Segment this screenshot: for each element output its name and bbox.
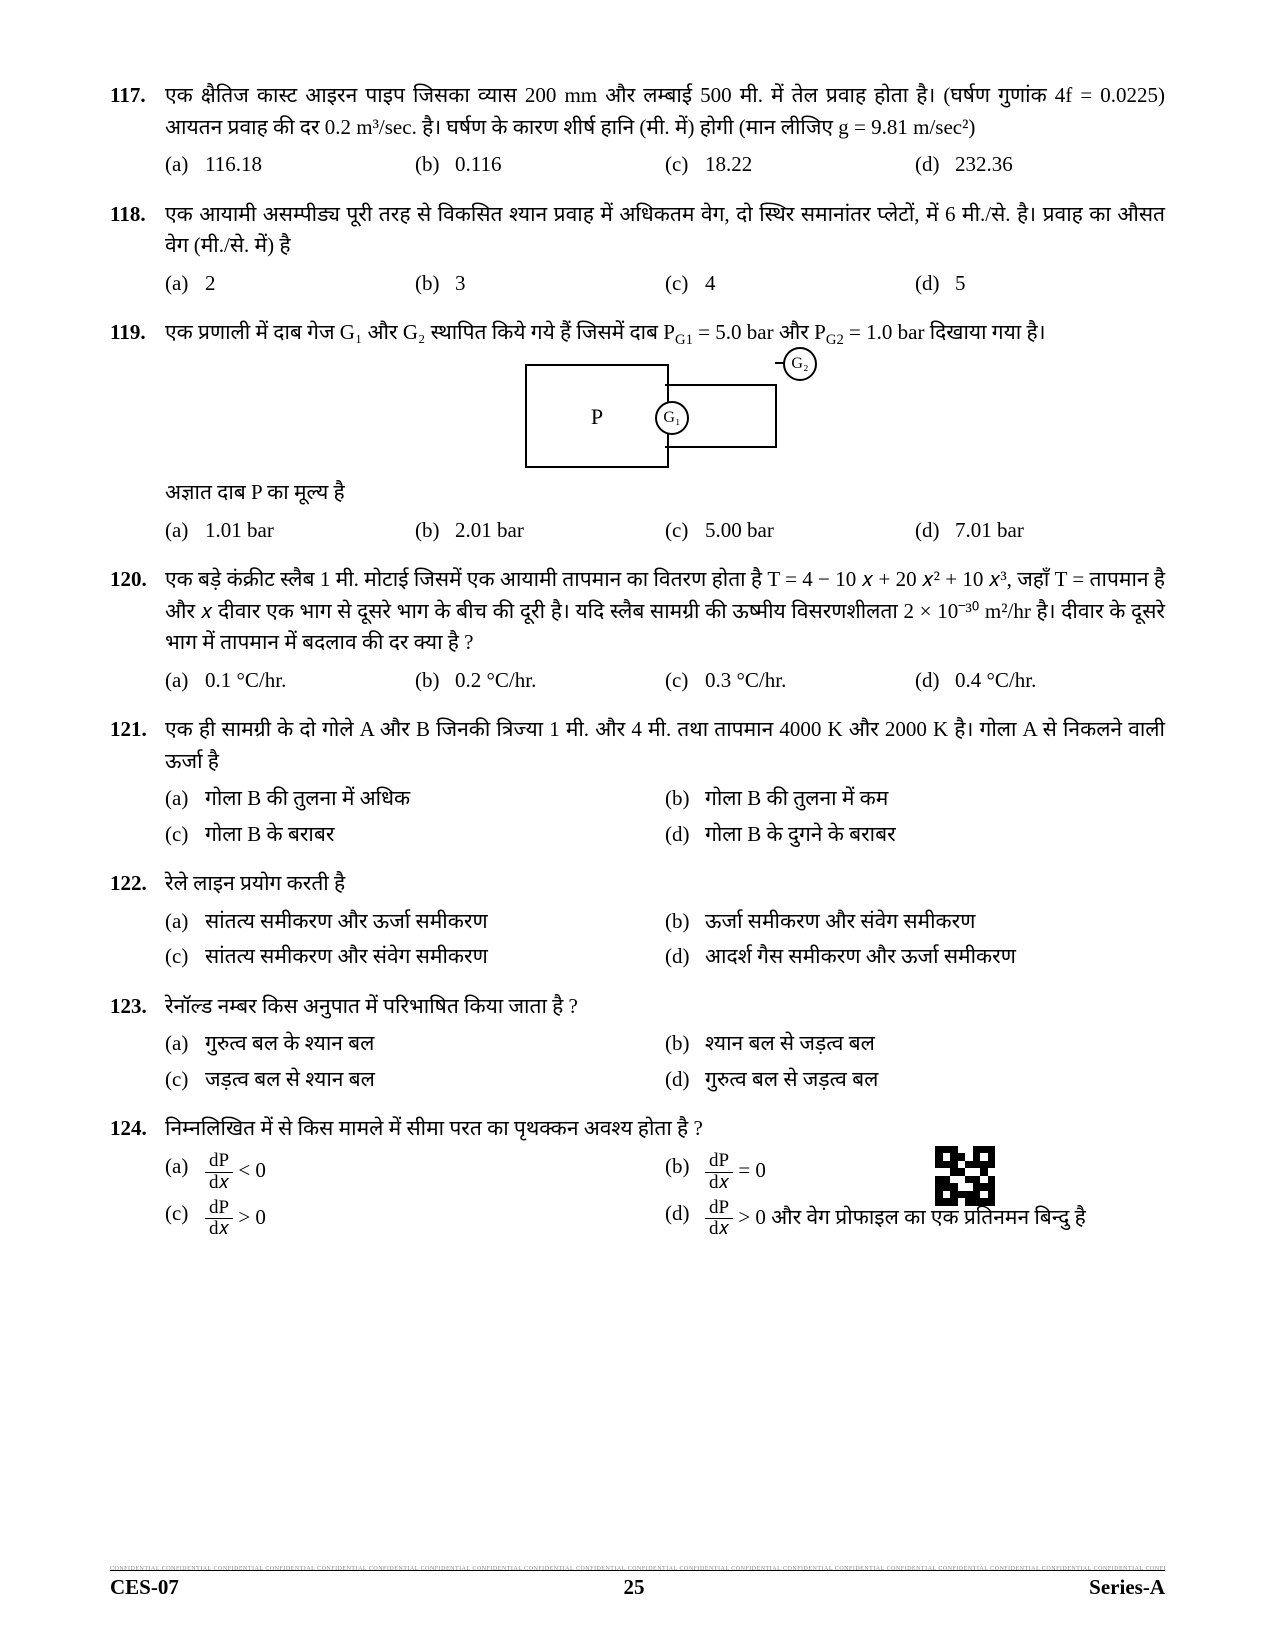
question-text: एक ही सामग्री के दो गोले A और B जिनकी त्… [165,714,1165,777]
footer-center: 25 [624,1575,645,1600]
footer-right: Series-A [1089,1575,1165,1600]
options-row: (a)गुरुत्व बल के श्यान बल (b)श्यान बल से… [165,1028,1165,1060]
question-number: 124. [110,1113,165,1145]
fraction-icon: dPd𝑥 [705,1151,733,1194]
exam-page: 117. एक क्षैतिज कास्ट आइरन पाइप जिसका व्… [0,0,1275,1308]
page-footer: CES-07 25 Series-A [110,1570,1165,1600]
option-a: (a)0.1 °C/hr. [165,665,415,697]
option-a: (a)गुरुत्व बल के श्यान बल [165,1028,665,1060]
option-c: (c)0.3 °C/hr. [665,665,915,697]
question-text: रेले लाइन प्रयोग करती है [165,868,1165,900]
question-text: रेनॉल्ड नम्बर किस अनुपात में परिभाषित कि… [165,991,1165,1023]
option-b: (b)2.01 bar [415,515,665,547]
question-117: 117. एक क्षैतिज कास्ट आइरन पाइप जिसका व्… [110,80,1165,181]
options-row: (c) dPd𝑥 > 0 (d) dPd𝑥 > 0 और वेग प्रोफाइ… [165,1198,1165,1241]
question-number: 117. [110,80,165,112]
options-row: (a)0.1 °C/hr. (b)0.2 °C/hr. (c)0.3 °C/hr… [165,665,1165,697]
option-b: (b)0.116 [415,149,665,181]
option-d: (d)गुरुत्व बल से जड़त्व बल [665,1064,1165,1096]
options-row: (a)116.18 (b)0.116 (c)18.22 (d)232.36 [165,149,1165,181]
question-text: एक आयामी असम्पीड्य पूरी तरह से विकसित श्… [165,199,1165,262]
question-body: निम्नलिखित में से किस मामले में सीमा परत… [165,1113,1165,1240]
question-118: 118. एक आयामी असम्पीड्य पूरी तरह से विकस… [110,199,1165,300]
question-number: 121. [110,714,165,746]
option-c: (c) dPd𝑥 > 0 [165,1198,665,1241]
options-row: (a)सांतत्य समीकरण और ऊर्जा समीकरण (b)ऊर्… [165,906,1165,938]
option-b: (b)ऊर्जा समीकरण और संवेग समीकरण [665,906,1165,938]
fraction-icon: dPd𝑥 [705,1198,733,1241]
option-a: (a)116.18 [165,149,415,181]
option-c: (c)गोला B के बराबर [165,819,665,851]
question-body: एक ही सामग्री के दो गोले A और B जिनकी त्… [165,714,1165,850]
option-d: (d)0.4 °C/hr. [915,665,1165,697]
option-d: (d)5 [915,268,1165,300]
option-d: (d)232.36 [915,149,1165,181]
question-number: 118. [110,199,165,231]
fraction-icon: dPd𝑥 [205,1198,233,1241]
option-d: (d)आदर्श गैस समीकरण और ऊर्जा समीकरण [665,941,1165,973]
question-text-after: अज्ञात दाब P का मूल्य है [165,477,1165,509]
option-b: (b) dPd𝑥 = 0 [665,1151,1165,1194]
option-c: (c)4 [665,268,915,300]
question-body: एक क्षैतिज कास्ट आइरन पाइप जिसका व्यास 2… [165,80,1165,181]
options-row: (a)गोला B की तुलना में अधिक (b)गोला B की… [165,783,1165,815]
option-d: (d)7.01 bar [915,515,1165,547]
question-124: 124. निम्नलिखित में से किस मामले में सीम… [110,1113,1165,1240]
options-row: (a) dPd𝑥 < 0 (b) dPd𝑥 = 0 [165,1151,1165,1194]
option-b: (b)गोला B की तुलना में कम [665,783,1165,815]
gauge-diagram: P G₁ G₂ [525,359,805,469]
question-text: एक बड़े कंक्रीट स्लैब 1 मी. मोटाई जिसमें… [165,564,1165,659]
option-d: (d)गोला B के दुगने के बराबर [665,819,1165,851]
question-text: निम्नलिखित में से किस मामले में सीमा परत… [165,1113,1165,1145]
option-c: (c)18.22 [665,149,915,181]
fraction-icon: dPd𝑥 [205,1151,233,1194]
question-122: 122. रेले लाइन प्रयोग करती है (a)सांतत्य… [110,868,1165,973]
diagram-row: P G₁ G₂ [165,359,1165,469]
options-row: (c)गोला B के बराबर (d)गोला B के दुगने के… [165,819,1165,851]
question-123: 123. रेनॉल्ड नम्बर किस अनुपात में परिभाष… [110,991,1165,1096]
qr-code-icon [935,1146,995,1206]
gauge-g2-icon: G₂ [783,347,817,381]
question-121: 121. एक ही सामग्री के दो गोले A और B जिन… [110,714,1165,850]
options-row: (a)1.01 bar (b)2.01 bar (c)5.00 bar (d)7… [165,515,1165,547]
option-a: (a)1.01 bar [165,515,415,547]
option-a: (a)सांतत्य समीकरण और ऊर्जा समीकरण [165,906,665,938]
option-a: (a)गोला B की तुलना में अधिक [165,783,665,815]
question-number: 120. [110,564,165,596]
option-a: (a)2 [165,268,415,300]
options-row: (c)सांतत्य समीकरण और संवेग समीकरण (d)आदर… [165,941,1165,973]
options-row: (c)जड़त्व बल से श्यान बल (d)गुरुत्व बल स… [165,1064,1165,1096]
option-b: (b)3 [415,268,665,300]
option-a: (a) dPd𝑥 < 0 [165,1151,665,1194]
options-row: (a)2 (b)3 (c)4 (d)5 [165,268,1165,300]
question-number: 123. [110,991,165,1023]
option-c: (c)सांतत्य समीकरण और संवेग समीकरण [165,941,665,973]
question-body: एक आयामी असम्पीड्य पूरी तरह से विकसित श्… [165,199,1165,300]
option-c: (c)जड़त्व बल से श्यान बल [165,1064,665,1096]
question-text: एक प्रणाली में दाब गेज G₁ और G₂ स्थापित … [165,317,1165,351]
question-body: एक प्रणाली में दाब गेज G₁ और G₂ स्थापित … [165,317,1165,546]
question-body: रेले लाइन प्रयोग करती है (a)सांतत्य समीक… [165,868,1165,973]
gauge-g1-icon: G₁ [655,401,689,435]
footer-left: CES-07 [110,1575,179,1600]
question-body: रेनॉल्ड नम्बर किस अनुपात में परिभाषित कि… [165,991,1165,1096]
question-120: 120. एक बड़े कंक्रीट स्लैब 1 मी. मोटाई ज… [110,564,1165,696]
question-number: 119. [110,317,165,349]
option-c: (c)5.00 bar [665,515,915,547]
option-b: (b)श्यान बल से जड़त्व बल [665,1028,1165,1060]
option-b: (b)0.2 °C/hr. [415,665,665,697]
diagram-box-p: P [525,364,669,468]
question-text: एक क्षैतिज कास्ट आइरन पाइप जिसका व्यास 2… [165,80,1165,143]
question-119: 119. एक प्रणाली में दाब गेज G₁ और G₂ स्थ… [110,317,1165,546]
option-d: (d) dPd𝑥 > 0 और वेग प्रोफाइल का एक प्रति… [665,1198,1165,1241]
question-number: 122. [110,868,165,900]
question-body: एक बड़े कंक्रीट स्लैब 1 मी. मोटाई जिसमें… [165,564,1165,696]
